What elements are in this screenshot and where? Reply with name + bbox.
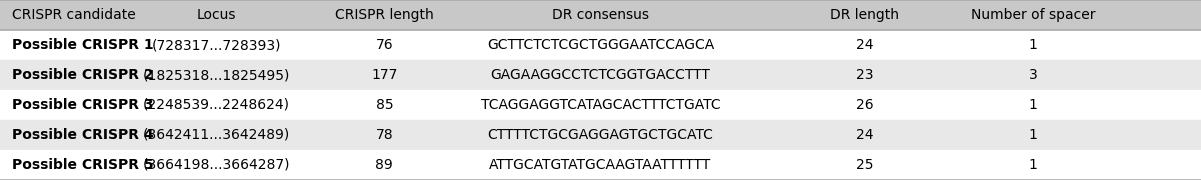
Text: 25: 25	[856, 158, 873, 172]
Text: 24: 24	[856, 128, 873, 142]
Text: (2248539...2248624): (2248539...2248624)	[143, 98, 289, 112]
Text: CTTTTCTGCGAGGAGTGCTGCATC: CTTTTCTGCGAGGAGTGCTGCATC	[488, 128, 713, 142]
Text: DR consensus: DR consensus	[552, 8, 649, 22]
Text: GCTTCTCTCGCTGGGAATCCAGCA: GCTTCTCTCGCTGGGAATCCAGCA	[486, 38, 715, 52]
Bar	[0, 90, 1201, 120]
Text: Possible CRISPR 4: Possible CRISPR 4	[12, 128, 154, 142]
Text: (728317...728393): (728317...728393)	[151, 38, 281, 52]
Text: 1: 1	[1028, 38, 1038, 52]
Text: CRISPR candidate: CRISPR candidate	[12, 8, 136, 22]
Text: (3664198...3664287): (3664198...3664287)	[143, 158, 289, 172]
Text: 1: 1	[1028, 158, 1038, 172]
Text: 24: 24	[856, 38, 873, 52]
Text: 3: 3	[1028, 68, 1038, 82]
Text: (3642411...3642489): (3642411...3642489)	[143, 128, 289, 142]
Text: DR length: DR length	[830, 8, 900, 22]
Text: 76: 76	[376, 38, 393, 52]
Bar	[0, 30, 1201, 60]
Text: Possible CRISPR 5: Possible CRISPR 5	[12, 158, 154, 172]
Text: 26: 26	[856, 98, 873, 112]
Text: Number of spacer: Number of spacer	[970, 8, 1095, 22]
Text: GAGAAGGCCTCTCGGTGACCTTT: GAGAAGGCCTCTCGGTGACCTTT	[490, 68, 711, 82]
Text: Locus: Locus	[197, 8, 235, 22]
Text: Possible CRISPR 1: Possible CRISPR 1	[12, 38, 154, 52]
Text: Possible CRISPR 3: Possible CRISPR 3	[12, 98, 154, 112]
Text: 78: 78	[376, 128, 393, 142]
Text: ATTGCATGTATGCAAGTAATTTTTT: ATTGCATGTATGCAAGTAATTTTTT	[489, 158, 712, 172]
Bar	[0, 120, 1201, 150]
Text: 23: 23	[856, 68, 873, 82]
Text: 89: 89	[376, 158, 393, 172]
Text: (1825318...1825495): (1825318...1825495)	[143, 68, 289, 82]
Text: CRISPR length: CRISPR length	[335, 8, 434, 22]
Text: 177: 177	[371, 68, 398, 82]
Text: 1: 1	[1028, 128, 1038, 142]
Text: TCAGGAGGTCATAGCACTTTCTGATC: TCAGGAGGTCATAGCACTTTCTGATC	[480, 98, 721, 112]
Bar	[0, 60, 1201, 90]
Text: 1: 1	[1028, 98, 1038, 112]
Text: 85: 85	[376, 98, 393, 112]
Bar	[0, 0, 1201, 30]
Bar	[0, 150, 1201, 180]
Text: Possible CRISPR 2: Possible CRISPR 2	[12, 68, 154, 82]
